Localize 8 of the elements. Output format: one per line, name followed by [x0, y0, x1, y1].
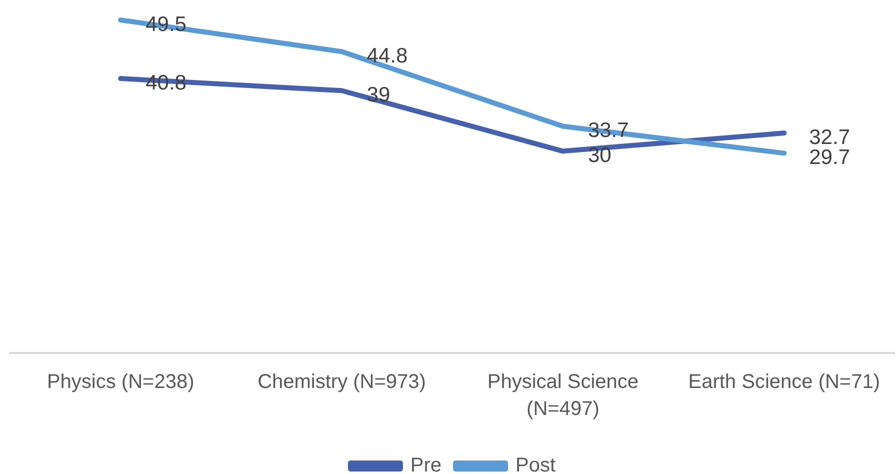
legend-label: Post [516, 454, 556, 474]
x-tick-label: Earth Science (N=71) [688, 371, 880, 394]
x-tick-label: Physical Science (N=497) [487, 371, 639, 420]
data-label: 44.8 [366, 44, 408, 68]
legend-label: Pre [410, 454, 442, 474]
x-tick-label: Physics (N=238) [46, 371, 194, 394]
data-label: 30 [588, 144, 612, 167]
x-tick-label: Chemistry (N=973) [258, 371, 426, 394]
